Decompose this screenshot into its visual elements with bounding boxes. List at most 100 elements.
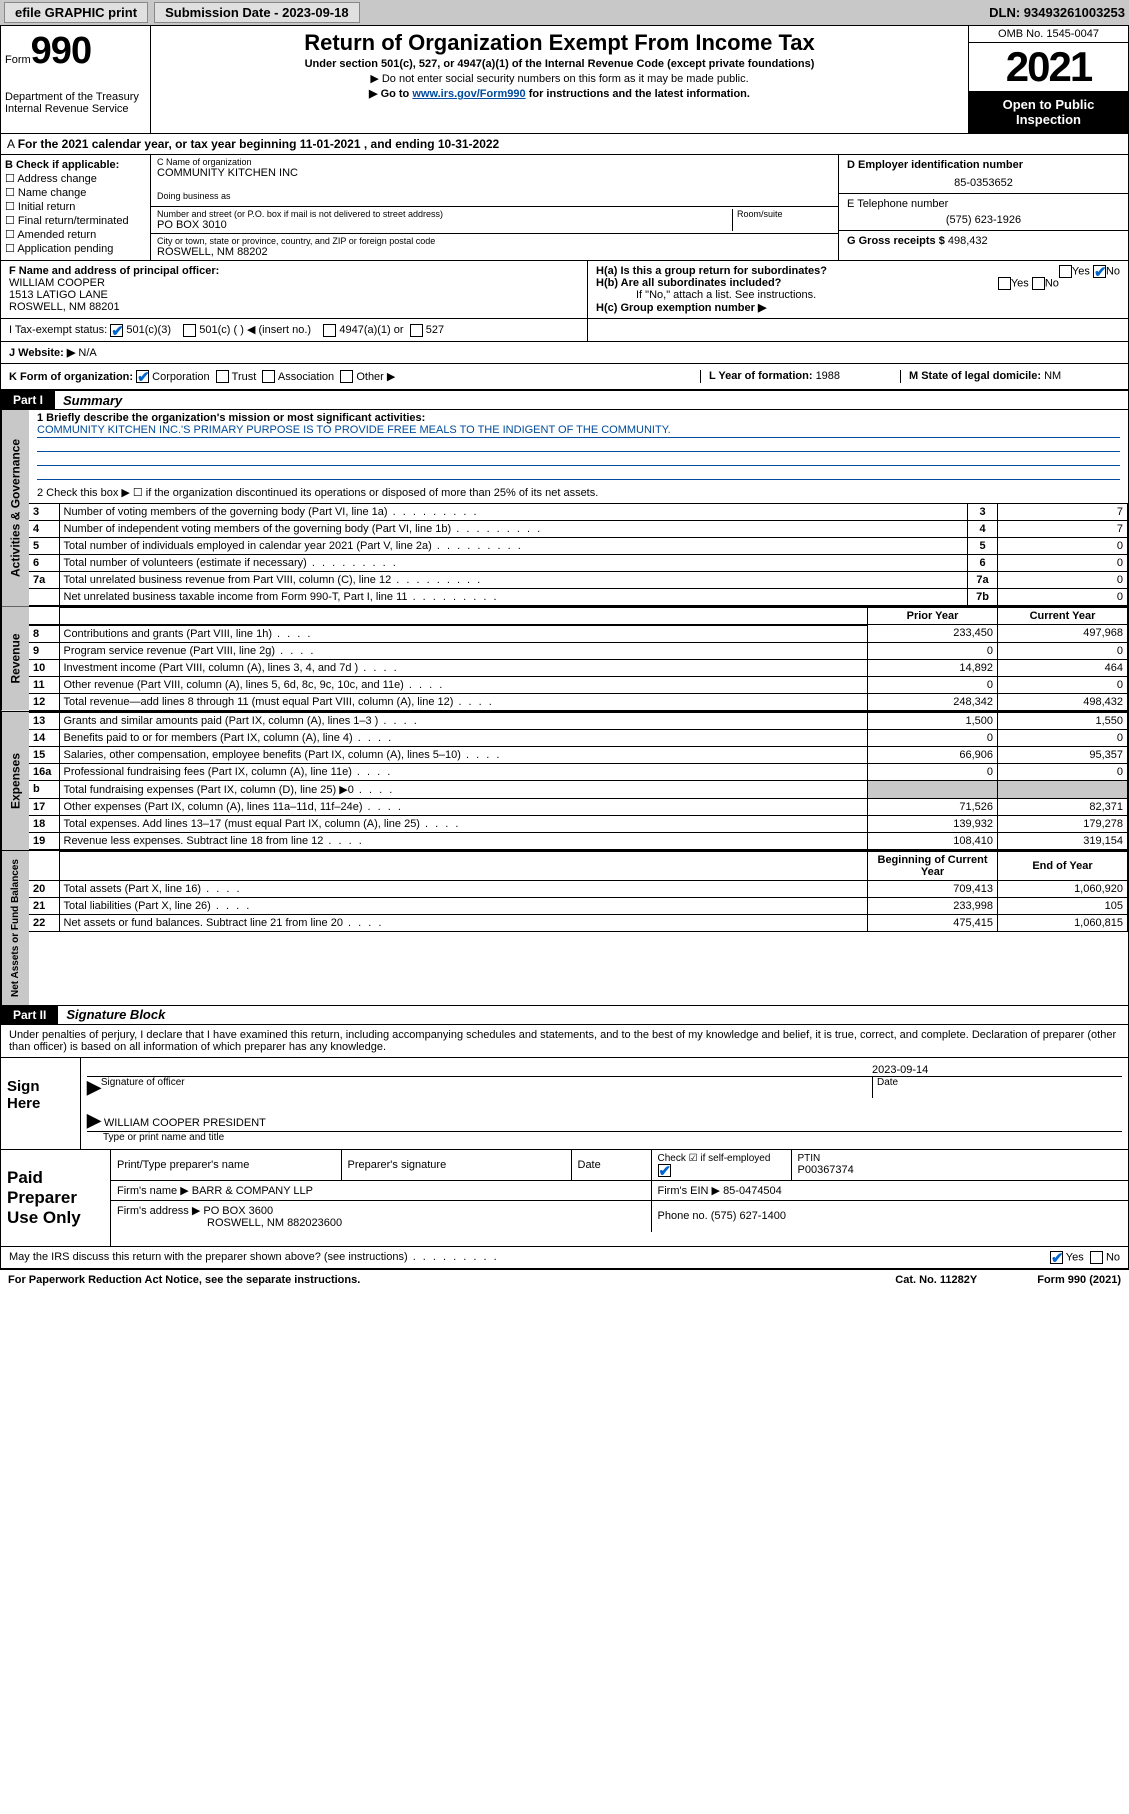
footer-row: For Paperwork Reduction Act Notice, see … xyxy=(0,1270,1129,1290)
firm-addr1: PO BOX 3600 xyxy=(203,1205,273,1217)
omb-number: OMB No. 1545-0047 xyxy=(969,26,1128,43)
table-row: 10Investment income (Part VIII, column (… xyxy=(29,659,1128,676)
part1-badge: Part I xyxy=(1,391,55,409)
revenue-table: Prior YearCurrent Year8Contributions and… xyxy=(29,607,1128,711)
irs-link[interactable]: www.irs.gov/Form990 xyxy=(412,88,525,100)
discuss-text: May the IRS discuss this return with the… xyxy=(9,1251,499,1264)
paperwork-notice: For Paperwork Reduction Act Notice, see … xyxy=(8,1274,360,1286)
table-row: 5Total number of individuals employed in… xyxy=(29,538,1128,555)
hc-label: H(c) Group exemption number ▶ xyxy=(596,302,766,314)
form-note-1: ▶ Do not enter social security numbers o… xyxy=(159,72,960,85)
part2-badge: Part II xyxy=(1,1006,58,1024)
top-bar: efile GRAPHIC print Submission Date - 20… xyxy=(0,0,1129,25)
netassets-vlabel: Net Assets or Fund Balances xyxy=(1,851,29,1005)
dept-treasury: Department of the Treasury xyxy=(5,91,146,103)
year-formation: 1988 xyxy=(816,370,840,382)
table-row: 15Salaries, other compensation, employee… xyxy=(29,746,1128,763)
ha-label: H(a) Is this a group return for subordin… xyxy=(596,265,827,277)
period-text: For the 2021 calendar year, or tax year … xyxy=(18,137,500,151)
org-address: PO BOX 3010 xyxy=(157,219,732,231)
chk-address-change[interactable]: ☐ Address change xyxy=(5,172,146,185)
part1-title: Summary xyxy=(55,393,122,408)
expenses-vlabel: Expenses xyxy=(1,712,29,850)
open-public-badge: Open to Public Inspection xyxy=(969,91,1128,133)
officer-name: WILLIAM COOPER xyxy=(9,277,579,289)
firm-name: BARR & COMPANY LLP xyxy=(192,1185,313,1197)
table-row: 18Total expenses. Add lines 13–17 (must … xyxy=(29,815,1128,832)
chk-amended-return[interactable]: ☐ Amended return xyxy=(5,228,146,241)
i-501c[interactable] xyxy=(183,324,196,337)
sign-here-section: Sign Here 2023-09-14 ▶ Signature of offi… xyxy=(1,1058,1128,1150)
expenses-table: 13Grants and similar amounts paid (Part … xyxy=(29,712,1128,850)
city-label: City or town, state or province, country… xyxy=(157,236,832,246)
table-row: 14Benefits paid to or for members (Part … xyxy=(29,729,1128,746)
officer-addr2: ROSWELL, NM 88201 xyxy=(9,301,579,313)
addr-label: Number and street (or P.O. box if mail i… xyxy=(157,209,732,219)
netassets-table: Beginning of Current YearEnd of Year20To… xyxy=(29,851,1128,932)
website-value: N/A xyxy=(78,347,96,359)
officer-section: F Name and address of principal officer:… xyxy=(1,261,1128,319)
i-501c3[interactable] xyxy=(110,324,123,337)
table-row: 19Revenue less expenses. Subtract line 1… xyxy=(29,832,1128,849)
mission-text: COMMUNITY KITCHEN INC.'S PRIMARY PURPOSE… xyxy=(37,424,1120,438)
form-org-row: K Form of organization: Corporation Trus… xyxy=(1,364,1128,392)
table-row: 21Total liabilities (Part X, line 26)233… xyxy=(29,897,1128,914)
table-row: 12Total revenue—add lines 8 through 11 (… xyxy=(29,693,1128,710)
org-city: ROSWELL, NM 88202 xyxy=(157,246,832,258)
revenue-section: Revenue Prior YearCurrent Year8Contribut… xyxy=(1,607,1128,712)
ein-value: 85-0353652 xyxy=(847,177,1120,189)
chk-final-return[interactable]: ☐ Final return/terminated xyxy=(5,214,146,227)
k-trust[interactable] xyxy=(216,370,229,383)
tax-exempt-row: I Tax-exempt status: 501(c)(3) 501(c) ( … xyxy=(1,319,1128,342)
declaration-text: Under penalties of perjury, I declare th… xyxy=(1,1025,1128,1058)
discuss-yes[interactable] xyxy=(1050,1251,1063,1264)
officer-printed: WILLIAM COOPER PRESIDENT xyxy=(104,1117,266,1129)
table-row: 3Number of voting members of the governi… xyxy=(29,504,1128,521)
chk-initial-return[interactable]: ☐ Initial return xyxy=(5,200,146,213)
sign-here-label: Sign Here xyxy=(1,1058,81,1149)
line2-text: 2 Check this box ▶ ☐ if the organization… xyxy=(29,482,1128,503)
hb-label: H(b) Are all subordinates included? xyxy=(596,277,781,289)
form-990-container: Form990 Department of the Treasury Inter… xyxy=(0,25,1129,1270)
ptin-value: P00367374 xyxy=(798,1164,1123,1176)
sig-date-label: Date xyxy=(872,1077,1122,1098)
ha-yes[interactable] xyxy=(1059,265,1072,278)
org-info-section: B Check if applicable: ☐ Address change … xyxy=(1,155,1128,261)
chk-name-change[interactable]: ☐ Name change xyxy=(5,186,146,199)
officer-addr1: 1513 LATIGO LANE xyxy=(9,289,579,301)
table-row: 4Number of independent voting members of… xyxy=(29,521,1128,538)
k-other[interactable] xyxy=(340,370,353,383)
self-employed-check[interactable] xyxy=(658,1164,671,1177)
expenses-section: Expenses 13Grants and similar amounts pa… xyxy=(1,712,1128,851)
sig-date-value: 2023-09-14 xyxy=(872,1064,1122,1076)
i-4947[interactable] xyxy=(323,324,336,337)
discuss-no[interactable] xyxy=(1090,1251,1103,1264)
k-corp[interactable] xyxy=(136,370,149,383)
table-row: bTotal fundraising expenses (Part IX, co… xyxy=(29,780,1128,798)
k-assoc[interactable] xyxy=(262,370,275,383)
prep-sig-label: Preparer's signature xyxy=(341,1150,571,1181)
part1-header-row: Part I Summary xyxy=(1,391,1128,410)
state-domicile: NM xyxy=(1044,370,1061,382)
chk-application-pending[interactable]: ☐ Application pending xyxy=(5,242,146,255)
hb-yes[interactable] xyxy=(998,277,1011,290)
hb-no[interactable] xyxy=(1032,277,1045,290)
section-b-label: B Check if applicable: xyxy=(5,159,146,171)
table-row: 6Total number of volunteers (estimate if… xyxy=(29,555,1128,572)
discuss-row: May the IRS discuss this return with the… xyxy=(1,1247,1128,1269)
governance-section: Activities & Governance 1 Briefly descri… xyxy=(1,410,1128,607)
paid-preparer-label: Paid Preparer Use Only xyxy=(1,1150,111,1246)
governance-vlabel: Activities & Governance xyxy=(1,410,29,606)
g-gross-label: G Gross receipts $ xyxy=(847,235,945,247)
j-label: J Website: ▶ xyxy=(9,347,75,359)
i-527[interactable] xyxy=(410,324,423,337)
preparer-section: Paid Preparer Use Only Print/Type prepar… xyxy=(1,1150,1128,1247)
part2-title: Signature Block xyxy=(58,1007,165,1022)
revenue-vlabel: Revenue xyxy=(1,607,29,711)
ha-no[interactable] xyxy=(1093,265,1106,278)
room-label: Room/suite xyxy=(737,209,832,219)
part2-header-row: Part II Signature Block xyxy=(1,1006,1128,1025)
table-row: Net unrelated business taxable income fr… xyxy=(29,589,1128,606)
efile-btn[interactable]: efile GRAPHIC print xyxy=(4,2,148,23)
note2-post: for instructions and the latest informat… xyxy=(526,88,750,100)
